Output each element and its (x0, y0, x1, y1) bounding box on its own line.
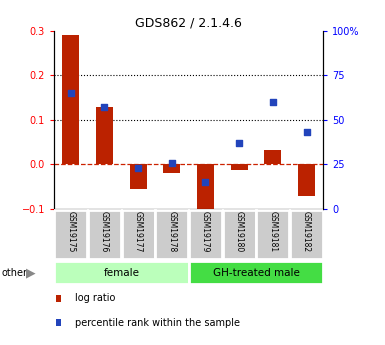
Text: GSM19175: GSM19175 (66, 211, 75, 253)
Text: log ratio: log ratio (75, 294, 116, 303)
Bar (189, 261, 323, 284)
Text: GSM19181: GSM19181 (268, 211, 277, 253)
Text: GH-treated male: GH-treated male (213, 268, 300, 277)
Text: GSM19182: GSM19182 (302, 211, 311, 253)
Text: ▶: ▶ (26, 266, 36, 279)
Bar (96, 107, 113, 164)
Point (303, 130, 310, 135)
Point (68, 90, 74, 96)
Bar (256, 210, 290, 259)
Text: GSM19178: GSM19178 (167, 211, 176, 253)
Bar (231, 164, 248, 170)
Bar (62, 36, 79, 164)
Point (101, 105, 107, 110)
Text: GSM19179: GSM19179 (201, 211, 210, 253)
Bar (163, 164, 180, 173)
Point (236, 140, 242, 146)
Text: female: female (103, 268, 139, 277)
Bar (130, 164, 147, 189)
Point (135, 165, 141, 171)
Text: percentile rank within the sample: percentile rank within the sample (75, 318, 240, 327)
Bar (298, 164, 315, 196)
Bar (54, 210, 87, 259)
Text: GSM19176: GSM19176 (100, 211, 109, 253)
Bar (155, 210, 188, 259)
Bar (223, 210, 256, 259)
Title: GDS862 / 2.1.4.6: GDS862 / 2.1.4.6 (135, 17, 242, 30)
Text: GSM19177: GSM19177 (134, 211, 142, 253)
Point (203, 179, 209, 185)
Text: other: other (2, 268, 28, 278)
Bar (54, 261, 189, 284)
Text: GSM19180: GSM19180 (235, 211, 244, 253)
Bar (197, 164, 214, 218)
Bar (290, 210, 323, 259)
Bar (122, 210, 155, 259)
Bar (88, 210, 121, 259)
Bar (189, 210, 222, 259)
Point (169, 160, 175, 165)
Point (270, 99, 276, 105)
Bar (264, 150, 281, 164)
